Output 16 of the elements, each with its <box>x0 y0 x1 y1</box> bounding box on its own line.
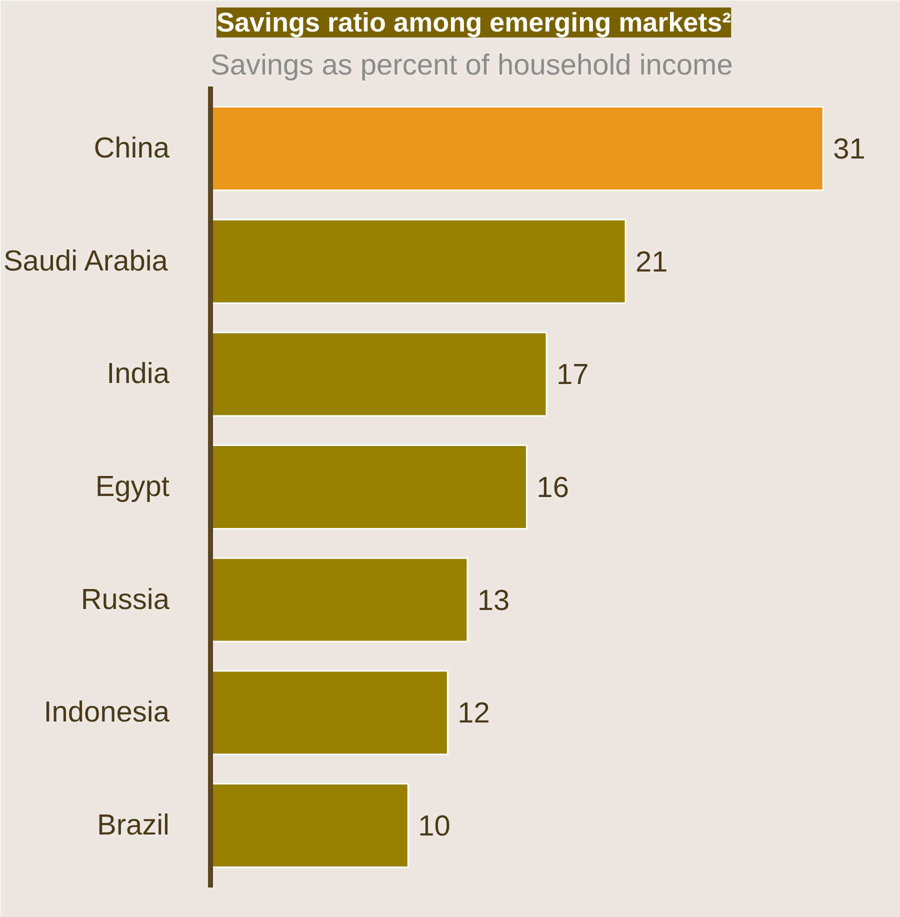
data-label: 16 <box>536 472 569 504</box>
y-tick-label: India <box>106 358 170 390</box>
data-label: 12 <box>458 698 490 730</box>
chart-title: Savings ratio among emerging markets² <box>216 8 732 38</box>
y-tick-label: Brazil <box>96 809 170 842</box>
y-tick-label: Russia <box>80 584 170 616</box>
chart-subtitle: Savings as percent of household income <box>210 50 733 82</box>
data-label: 17 <box>556 359 589 392</box>
data-label: 21 <box>635 246 668 278</box>
data-label: 10 <box>418 810 450 842</box>
data-label: 31 <box>833 134 866 166</box>
data-label: 13 <box>477 584 510 617</box>
y-tick-label: Egypt <box>95 471 170 503</box>
y-tick-label: China <box>94 132 170 165</box>
y-tick-label: Indonesia <box>44 696 170 729</box>
y-tick-label: Saudi Arabia <box>3 245 169 278</box>
